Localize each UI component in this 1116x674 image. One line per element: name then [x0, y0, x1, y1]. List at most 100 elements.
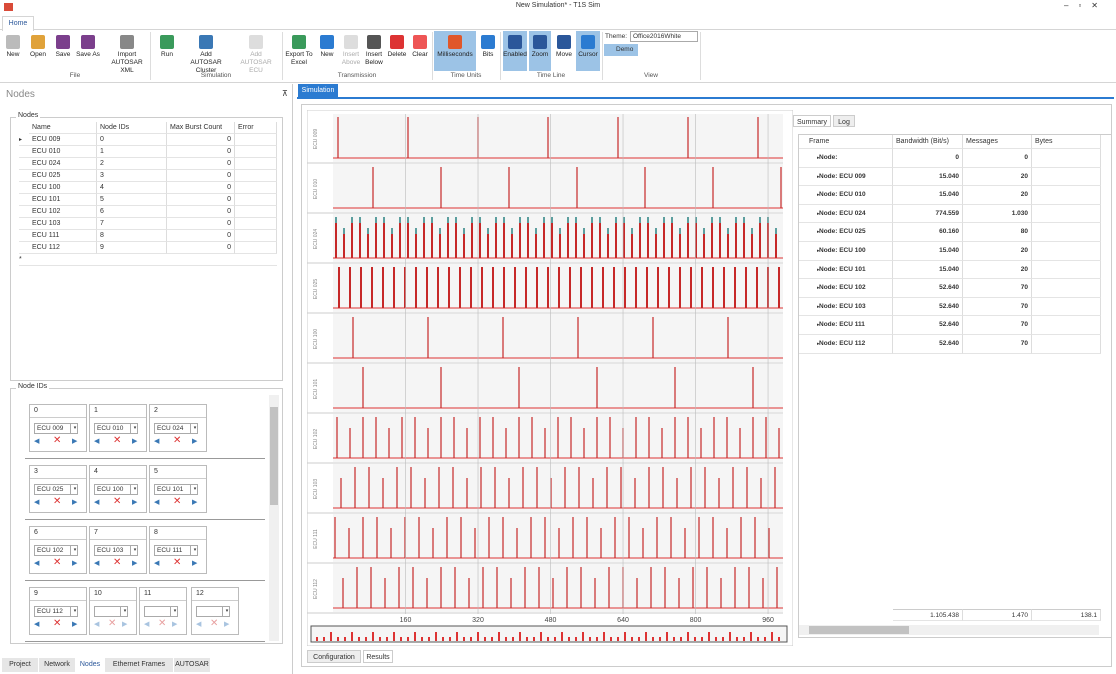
ribbon-button[interactable]: Run: [155, 31, 179, 71]
panel-tab[interactable]: AUTOSAR: [174, 658, 210, 672]
ribbon-button[interactable]: Enabled: [503, 31, 527, 71]
move-left[interactable]: ◀: [34, 560, 40, 567]
ecu-combo[interactable]: ECU 101: [154, 484, 198, 495]
summary-tab[interactable]: Log: [833, 115, 855, 127]
move-left[interactable]: ◀: [34, 621, 40, 628]
bottom-tab[interactable]: Configuration: [307, 650, 361, 663]
ribbon-button[interactable]: Bits: [478, 31, 498, 71]
timeline-chart[interactable]: ECU 009 ECU 010 ECU 024 ECU 025 ECU 100 ECU 1…: [307, 110, 793, 646]
table-cell[interactable]: ECU 100: [29, 182, 97, 194]
ribbon-tab[interactable]: Home: [2, 16, 34, 31]
move-right[interactable]: ▶: [172, 621, 178, 628]
move-right[interactable]: ▶: [224, 621, 230, 628]
summary-cell[interactable]: Node: ECU 024: [799, 204, 893, 224]
table-cell[interactable]: 0: [167, 206, 235, 218]
remove[interactable]: ✕: [113, 435, 122, 446]
panel-tab[interactable]: Nodes: [76, 658, 104, 672]
summary-cell[interactable]: Node: ECU 101: [799, 260, 893, 280]
summary-cell[interactable]: Node: ECU 100: [799, 242, 893, 261]
ecu-combo[interactable]: ECU 009: [34, 423, 78, 434]
move-right[interactable]: ▶: [72, 499, 78, 506]
ribbon-button[interactable]: Save: [52, 31, 74, 71]
ribbon-button[interactable]: Import AUTOSAR XML: [104, 31, 150, 74]
ribbon-button[interactable]: Cursor: [576, 31, 600, 71]
move-left[interactable]: ◀: [94, 438, 100, 445]
move-right[interactable]: ▶: [72, 621, 78, 628]
panel-tab[interactable]: Network: [39, 658, 75, 672]
table-cell[interactable]: ECU 111: [29, 230, 97, 242]
panel-tab[interactable]: Ethernet Frames: [105, 658, 173, 672]
table-cell[interactable]: ECU 102: [29, 206, 97, 218]
move-right[interactable]: ▶: [192, 560, 198, 567]
remove[interactable]: ✕: [53, 557, 62, 568]
table-cell[interactable]: 4: [97, 182, 167, 194]
move-right[interactable]: ▶: [72, 560, 78, 567]
ribbon-button[interactable]: Milliseconds: [434, 31, 476, 71]
move-left[interactable]: ◀: [94, 621, 100, 628]
table-cell[interactable]: 0: [167, 158, 235, 170]
summary-cell[interactable]: Node: ECU 111: [799, 316, 893, 335]
table-cell[interactable]: 1: [97, 146, 167, 158]
ribbon-button[interactable]: Add AUTOSAR ECU: [234, 31, 278, 74]
remove[interactable]: ✕: [173, 557, 182, 568]
table-cell[interactable]: 0: [167, 218, 235, 230]
move-right[interactable]: ▶: [72, 438, 78, 445]
ribbon-button[interactable]: New: [316, 31, 338, 71]
move-left[interactable]: ◀: [144, 621, 150, 628]
remove[interactable]: ✕: [113, 557, 122, 568]
summary-cell[interactable]: Node: ECU 009: [799, 167, 893, 187]
table-cell[interactable]: ECU 112: [29, 242, 97, 254]
ecu-combo[interactable]: [196, 606, 230, 617]
remove[interactable]: ✕: [108, 618, 117, 629]
ecu-combo[interactable]: ECU 025: [34, 484, 78, 495]
ribbon-button[interactable]: Save As: [76, 31, 100, 71]
move-left[interactable]: ◀: [94, 499, 100, 506]
ecu-combo[interactable]: ECU 102: [34, 545, 78, 556]
summary-cell[interactable]: Node: ECU 025: [799, 223, 893, 242]
remove[interactable]: ✕: [53, 618, 62, 629]
table-cell[interactable]: 2: [97, 158, 167, 170]
ecu-combo[interactable]: [144, 606, 178, 617]
summary-cell[interactable]: Node: ECU 010: [799, 186, 893, 205]
ecu-combo[interactable]: ECU 112: [34, 606, 78, 617]
remove[interactable]: ✕: [173, 435, 182, 446]
ribbon-button[interactable]: Add AUTOSAR Cluster: [184, 31, 228, 74]
ecu-combo[interactable]: ECU 010: [94, 423, 138, 434]
move-right[interactable]: ▶: [132, 560, 138, 567]
move-right[interactable]: ▶: [132, 438, 138, 445]
ribbon-button[interactable]: Insert Below: [362, 31, 386, 71]
table-cell[interactable]: 0: [97, 134, 167, 146]
table-cell[interactable]: ECU 101: [29, 194, 97, 206]
remove[interactable]: ✕: [53, 496, 62, 507]
table-cell[interactable]: 9: [97, 242, 167, 254]
ecu-combo[interactable]: ECU 111: [154, 545, 198, 556]
summary-cell[interactable]: Node: ECU 103: [799, 297, 893, 317]
window-controls[interactable]: –▫✕: [1064, 1, 1108, 10]
move-left[interactable]: ◀: [154, 438, 160, 445]
move-left[interactable]: ◀: [196, 621, 202, 628]
remove[interactable]: ✕: [158, 618, 167, 629]
simulation-tab[interactable]: Simulation: [298, 84, 338, 97]
table-cell[interactable]: ECU 024: [29, 158, 97, 170]
pin-button[interactable]: ⊼: [282, 89, 288, 98]
remove[interactable]: ✕: [113, 496, 122, 507]
table-cell[interactable]: 0: [167, 230, 235, 242]
table-cell[interactable]: ECU 010: [29, 146, 97, 158]
ecu-combo[interactable]: ECU 024: [154, 423, 198, 434]
table-cell[interactable]: 0: [167, 182, 235, 194]
move-left[interactable]: ◀: [154, 560, 160, 567]
summary-cell[interactable]: Node: ECU 112: [799, 335, 893, 354]
summary-tab[interactable]: Summary: [793, 115, 831, 127]
ribbon-button[interactable]: New: [2, 31, 24, 71]
move-left[interactable]: ◀: [34, 438, 40, 445]
move-left[interactable]: ◀: [94, 560, 100, 567]
theme-combo[interactable]: Office2016White: [630, 31, 698, 42]
remove[interactable]: ✕: [53, 435, 62, 446]
move-right[interactable]: ▶: [132, 499, 138, 506]
table-cell[interactable]: 0: [167, 194, 235, 206]
table-cell[interactable]: 3: [97, 170, 167, 182]
table-cell[interactable]: 5: [97, 194, 167, 206]
ribbon-button[interactable]: Zoom: [529, 31, 551, 71]
table-cell[interactable]: 0: [167, 170, 235, 182]
summary-cell[interactable]: Node:: [799, 149, 893, 168]
